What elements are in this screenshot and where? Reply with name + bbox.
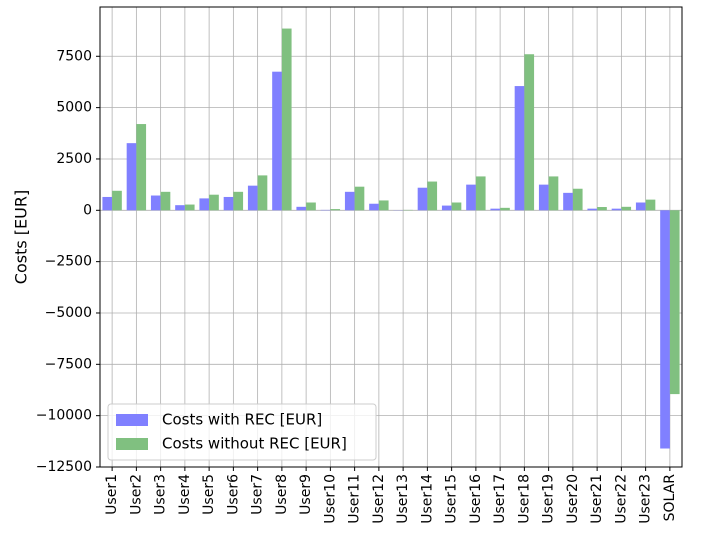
bar: [549, 176, 559, 210]
bar: [369, 204, 379, 211]
y-tick-label: 2500: [56, 151, 92, 167]
bar: [296, 207, 306, 210]
bar: [175, 205, 185, 210]
x-tick-label: User5: [201, 474, 217, 515]
bar: [127, 143, 137, 210]
bar: [306, 203, 316, 211]
x-tick-label: User6: [225, 474, 241, 515]
x-tick-label: User17: [492, 474, 508, 524]
bar: [466, 185, 476, 211]
bar: [345, 192, 355, 210]
bar: [442, 206, 452, 211]
x-tick-label: User14: [419, 474, 435, 524]
x-tick-label: User8: [274, 474, 290, 515]
x-tick-label: User13: [395, 474, 411, 524]
legend-label: Costs with REC [EUR]: [162, 411, 322, 429]
bar: [612, 209, 622, 211]
x-tick-label: User9: [298, 474, 314, 515]
y-tick-label: −5000: [45, 305, 92, 321]
bar: [418, 188, 428, 211]
bar: [136, 124, 146, 210]
legend-label: Costs without REC [EUR]: [162, 435, 347, 453]
x-tick-label: User20: [565, 474, 581, 524]
x-tick-label: User18: [516, 474, 532, 524]
bar: [209, 195, 219, 211]
bar: [379, 200, 389, 210]
y-tick-label: −10000: [36, 408, 92, 424]
bar: [224, 197, 234, 210]
x-tick-label: User10: [322, 474, 338, 524]
bar: [151, 196, 161, 211]
x-tick-label: SOLAR: [662, 474, 678, 522]
y-tick-label: −7500: [45, 356, 92, 372]
x-tick-label: User2: [128, 474, 144, 515]
y-tick-label: −12500: [36, 459, 92, 475]
bar: [660, 210, 670, 448]
bar: [476, 176, 486, 210]
bar: [597, 207, 607, 210]
x-tick-label: User23: [638, 474, 654, 524]
bar: [427, 182, 437, 211]
x-tick-label: User12: [371, 474, 387, 524]
bar: [524, 54, 534, 210]
bar: [670, 210, 680, 394]
x-tick-label: User3: [153, 474, 169, 515]
x-tick-label: User16: [468, 474, 484, 524]
bar: [563, 193, 573, 210]
bar: [452, 203, 462, 211]
y-tick-label: −2500: [45, 254, 92, 270]
y-tick-label: 5000: [56, 100, 92, 116]
y-tick-label: 0: [83, 202, 92, 218]
x-tick-label: User7: [250, 474, 266, 515]
x-tick-label: User1: [104, 474, 120, 515]
bar: [185, 205, 195, 211]
bar: [636, 203, 646, 211]
bar: [258, 175, 268, 210]
legend-swatch: [116, 438, 148, 450]
y-axis-label: Costs [EUR]: [12, 190, 31, 284]
x-tick-label: User21: [589, 474, 605, 524]
y-tick-label: 7500: [56, 48, 92, 64]
bar: [587, 209, 597, 211]
x-tick-label: User22: [613, 474, 629, 524]
bar: [515, 86, 525, 210]
bar: [199, 198, 209, 210]
bar: [573, 189, 583, 211]
bar: [248, 186, 258, 211]
x-tick-label: User15: [444, 474, 460, 524]
legend: Costs with REC [EUR] Costs without REC [E…: [108, 404, 376, 460]
bar: [330, 209, 340, 210]
bar: [112, 191, 122, 211]
plot-frame: [100, 7, 682, 467]
bar: [282, 29, 292, 211]
bar: [272, 72, 282, 211]
x-tick-label: User11: [347, 474, 363, 524]
x-tick-label: User4: [177, 474, 193, 515]
bar: [646, 200, 656, 211]
bar: [621, 207, 631, 210]
x-tick-label: User19: [541, 474, 557, 524]
bar: [500, 208, 510, 210]
bar: [102, 197, 112, 210]
bar: [233, 192, 243, 210]
bar: [490, 209, 500, 211]
bar: [355, 187, 365, 211]
bar: [539, 185, 549, 211]
legend-swatch: [116, 414, 148, 426]
bar: [161, 192, 171, 210]
